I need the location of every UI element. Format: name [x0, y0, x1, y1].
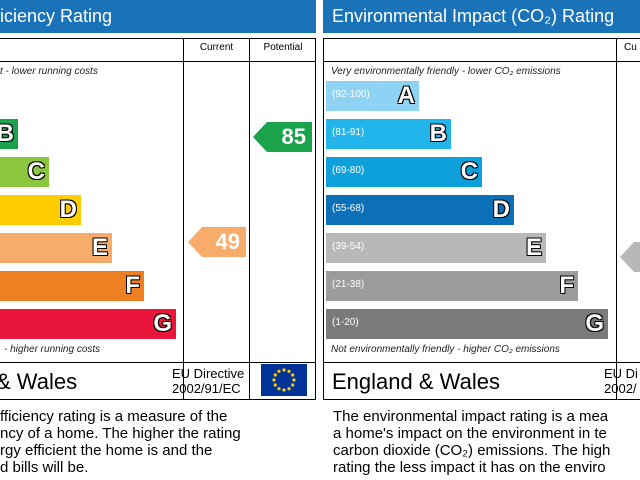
energy-efficiency-panel: iciency Rating Current Potential t - low…: [0, 0, 316, 476]
band-range: (81-91): [332, 127, 365, 138]
divider: [249, 38, 250, 400]
energy-band-f: F: [0, 271, 144, 301]
env-panel-title: Environmental Impact (CO₂) Rating: [332, 6, 615, 26]
region-label: England & Wales: [332, 369, 500, 394]
env-band-g: (1-20) G: [326, 309, 608, 339]
band-letter: E: [91, 234, 108, 261]
energy-description: fficiency rating is a measure of the ncy…: [0, 408, 241, 476]
description-line: fficiency rating is a measure of the: [0, 408, 228, 425]
band-range: (69-80): [332, 165, 365, 176]
env-band-b: (81-91) B: [326, 119, 451, 149]
env-panel-header: Environmental Impact (CO₂) Rating: [323, 0, 640, 33]
band-letter: B: [0, 120, 14, 147]
description-line: d bills will be.: [0, 459, 89, 476]
band-letter: E: [525, 234, 542, 261]
description-line: rating the less impact it has on the env…: [333, 459, 606, 476]
energy-panel-title: iciency Rating: [0, 6, 113, 26]
eu-directive-label: EU Directive 2002/91/EC: [172, 366, 244, 396]
energy-panel-header: iciency Rating: [0, 0, 316, 33]
band-range: (92-100): [332, 89, 370, 100]
current-rating-arrow: 49: [188, 227, 246, 257]
current-column-header: Cu: [624, 42, 637, 53]
directive-line: EU Di: [604, 366, 638, 381]
divider: [323, 61, 640, 62]
env-band-d: (55-68) D: [326, 195, 514, 225]
energy-top-note: t - lower running costs: [0, 66, 98, 77]
current-rating-value: 49: [215, 229, 240, 254]
band-letter: A: [397, 82, 415, 109]
divider: [616, 38, 617, 400]
divider: [323, 362, 640, 363]
env-bottom-note: Not environmentally friendly - higher CO…: [331, 344, 560, 355]
band-letter: F: [559, 272, 574, 299]
env-band-f: (21-38) F: [326, 271, 578, 301]
env-band-c: (69-80) C: [326, 157, 482, 187]
env-top-note: Very environmentally friendly - lower CO…: [331, 66, 561, 77]
region-label: & Wales: [0, 369, 78, 394]
band-range: (21-38): [332, 279, 365, 290]
band-range: (55-68): [332, 203, 365, 214]
energy-band-c: C: [0, 157, 49, 187]
description-line: a home's impact on the environment in te: [333, 425, 607, 442]
band-letter: D: [59, 196, 77, 223]
energy-band-e: E: [0, 233, 112, 263]
current-column-header: Current: [199, 42, 234, 53]
potential-rating-value: 85: [281, 124, 306, 149]
divider: [0, 362, 316, 363]
divider: [183, 38, 184, 400]
env-band-a: (92-100) A: [326, 81, 419, 111]
energy-band-d: D: [0, 195, 81, 225]
band-range: (1-20): [332, 317, 359, 328]
environmental-impact-panel: Environmental Impact (CO₂) Rating Cu Ver…: [320, 0, 640, 480]
energy-band-g: G: [0, 309, 176, 339]
band-letter: C: [27, 158, 45, 185]
divider: [0, 61, 316, 62]
description-line: rgy efficient the home is and the: [0, 442, 213, 459]
potential-column-header: Potential: [263, 42, 303, 53]
energy-bottom-note: - higher running costs: [4, 344, 101, 355]
env-description: The environmental impact rating is a mea…: [333, 408, 610, 476]
band-letter: F: [125, 272, 140, 299]
band-letter: B: [429, 120, 447, 147]
directive-number: 2002/: [604, 381, 637, 396]
eu-directive-label: EU Di 2002/: [604, 366, 638, 396]
potential-rating-arrow: 85: [253, 122, 312, 152]
eu-flag-icon: [261, 364, 307, 396]
env-band-e: (39-54) E: [326, 233, 546, 263]
band-letter: G: [153, 310, 172, 337]
band-letter: G: [585, 310, 604, 337]
description-line: carbon dioxide (CO₂) emissions. The high: [333, 442, 611, 459]
band-range: (39-54): [332, 241, 365, 252]
description-line: The environmental impact rating is a mea: [333, 408, 609, 425]
directive-number: 2002/91/EC: [172, 381, 241, 396]
description-line: ncy of a home. The higher the rating: [0, 425, 241, 442]
directive-line: EU Directive: [172, 366, 245, 381]
band-letter: D: [492, 196, 510, 223]
band-letter: C: [460, 158, 478, 185]
energy-band-b: B: [0, 119, 18, 149]
